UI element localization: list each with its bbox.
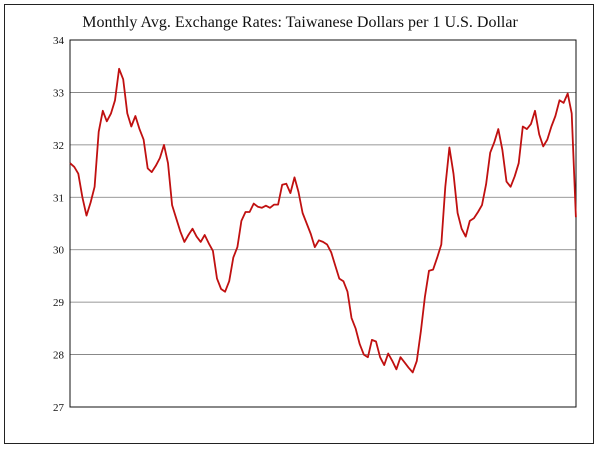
axis-ticks: 27282930313233341618202224: [53, 35, 65, 414]
plot-area: [69, 39, 577, 408]
grid-lines: [70, 92, 576, 355]
y-tick-label: 32: [53, 140, 64, 152]
exchange-rate-line: [69, 67, 577, 374]
y-tick-label: 30: [53, 245, 65, 257]
y-tick-label: 33: [53, 87, 65, 99]
y-tick-label: 28: [53, 350, 65, 362]
y-tick-label: 31: [53, 192, 64, 204]
chart-title: Monthly Avg. Exchange Rates: Taiwanese D…: [82, 14, 518, 31]
y-tick-label: 29: [53, 297, 65, 309]
chart-frame: [4, 4, 594, 444]
y-tick-label: 27: [53, 402, 65, 414]
y-tick-label: 34: [53, 35, 65, 47]
